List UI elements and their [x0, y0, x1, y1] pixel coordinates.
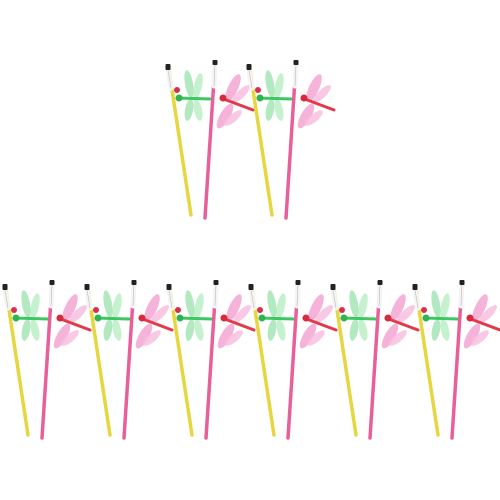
wand-pair: [413, 280, 500, 438]
wand-pair: [247, 60, 335, 218]
wand-pair: [3, 280, 91, 438]
wand-pair: [166, 60, 254, 218]
wand-pair: [85, 280, 173, 438]
wand-pair: [167, 280, 255, 438]
wand-pair: [331, 280, 419, 438]
wand-pair: [249, 280, 337, 438]
